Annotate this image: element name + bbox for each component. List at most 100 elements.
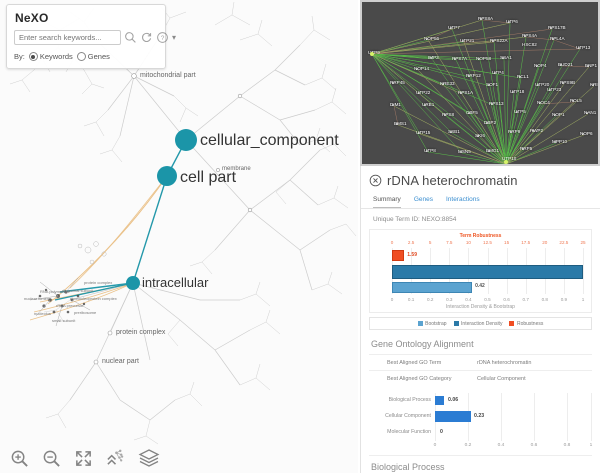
search-by-row[interactable]: By: Keywords Genes — [14, 52, 158, 61]
gene-label[interactable]: UTP20 — [535, 82, 550, 87]
gene-node[interactable] — [418, 92, 421, 95]
gene-label[interactable]: UTP13 — [576, 45, 591, 50]
gene-node[interactable] — [460, 151, 463, 154]
gene-label[interactable]: RPL4A — [550, 36, 565, 41]
node-intracellular[interactable] — [126, 276, 140, 290]
gene-label[interactable]: RPS8 — [442, 112, 455, 117]
gene-node[interactable] — [494, 72, 497, 75]
gene-node[interactable] — [582, 133, 585, 136]
tab-genes[interactable]: Genes — [413, 196, 433, 203]
gene-node[interactable] — [486, 122, 489, 125]
gene-node[interactable] — [468, 75, 471, 78]
gene-node[interactable] — [418, 132, 421, 135]
gene-label[interactable]: SSB1 — [448, 129, 460, 134]
collapse-chevron-icon[interactable]: ▾ — [172, 32, 177, 42]
gene-node[interactable] — [426, 38, 429, 41]
gene-hub-node-utp9[interactable] — [370, 52, 374, 56]
gene-label[interactable]: RRP45 — [390, 80, 405, 85]
gene-node[interactable] — [491, 103, 494, 106]
gene-label[interactable]: DBP2 — [484, 120, 497, 125]
gene-node[interactable] — [392, 82, 395, 85]
gene-label[interactable]: SOF1 — [486, 82, 498, 87]
gene-label[interactable]: IMP3 — [428, 55, 439, 60]
gene-node[interactable] — [502, 57, 505, 60]
ontology-tree-graph[interactable] — [0, 0, 358, 473]
tab-summary[interactable]: Summary — [373, 196, 401, 208]
gene-node[interactable] — [512, 91, 515, 94]
gene-label[interactable]: RCL1 — [517, 74, 529, 79]
collapse-all-icon[interactable] — [106, 449, 125, 468]
gene-node[interactable] — [488, 84, 491, 87]
gene-label[interactable]: KRI1 — [590, 82, 600, 87]
search-icon[interactable] — [124, 31, 137, 44]
gene-node[interactable] — [532, 130, 535, 133]
legend-item-bootstrap[interactable]: Bootstrap — [417, 321, 447, 327]
gene-node[interactable] — [549, 89, 552, 92]
gene-node[interactable] — [522, 148, 525, 151]
bar-bootstrap[interactable] — [392, 282, 473, 293]
gene-node[interactable] — [560, 64, 563, 67]
gene-label[interactable]: RRP12 — [466, 73, 481, 78]
gene-label[interactable]: NOP56 — [424, 36, 440, 41]
gene-node[interactable] — [578, 47, 581, 50]
gene-node[interactable] — [572, 100, 575, 103]
gene-label[interactable]: UTP23 — [547, 87, 562, 92]
ontology-tree-panel[interactable]: cellular_component cell part intracellul… — [0, 0, 358, 473]
gene-node[interactable] — [587, 65, 590, 68]
gene-node[interactable] — [516, 111, 519, 114]
gene-node[interactable] — [554, 114, 557, 117]
bar-robustness[interactable] — [392, 250, 405, 261]
gene-label[interactable]: POL5 — [570, 98, 582, 103]
detail-tabs[interactable]: Summary Genes Interactions — [361, 190, 600, 209]
gene-label[interactable]: RPS13 — [489, 101, 504, 106]
gene-node[interactable] — [492, 40, 495, 43]
gene-node[interactable] — [536, 65, 539, 68]
layers-icon[interactable] — [138, 447, 160, 469]
gene-label[interactable]: CBF5 — [466, 110, 478, 115]
gene-label[interactable]: NOP4 — [534, 63, 547, 68]
node-cellular-component[interactable] — [175, 129, 197, 151]
legend-item-interaction-density[interactable]: Interaction Density — [453, 321, 502, 327]
radio-genes[interactable]: Genes — [76, 52, 110, 61]
gene-label[interactable]: UTP5 — [514, 109, 526, 114]
gene-label[interactable]: BUD21 — [558, 62, 573, 67]
gene-label[interactable]: NOP1 — [552, 112, 565, 117]
gene-node[interactable] — [442, 83, 445, 86]
gene-label[interactable]: UTP18 — [510, 89, 525, 94]
gene-label[interactable]: NOP58 — [476, 56, 492, 61]
gene-label[interactable]: NOP14 — [414, 66, 430, 71]
gene-node[interactable] — [539, 102, 542, 105]
gene-network-panel[interactable]: UTP9 NOP56 UTP7 RPS8A UTP6 RPS17B UTP21 … — [360, 0, 600, 166]
zoom-out-icon[interactable] — [42, 449, 61, 468]
node-cell-part[interactable] — [157, 166, 177, 186]
gene-node[interactable] — [508, 21, 511, 24]
search-panel[interactable]: NeXO ? ▾ By: Keywords — [6, 4, 176, 69]
gene-node[interactable] — [416, 68, 419, 71]
gene-label[interactable]: UTP21 — [460, 38, 475, 43]
gene-hub-node-utp10[interactable] — [504, 160, 508, 164]
zoom-in-icon[interactable] — [10, 449, 29, 468]
gene-node[interactable] — [468, 112, 471, 115]
gene-node[interactable] — [460, 92, 463, 95]
gene-label[interactable]: HSC82 — [522, 42, 537, 47]
gene-node[interactable] — [586, 112, 589, 115]
gene-node[interactable] — [552, 38, 555, 41]
gene-label[interactable]: URB1 — [422, 102, 435, 107]
gene-label[interactable]: RPS17B — [548, 25, 566, 30]
bar-interaction-density[interactable] — [392, 265, 583, 279]
gene-label[interactable]: RPS1A — [458, 90, 474, 95]
gene-node[interactable] — [462, 40, 465, 43]
gene-node[interactable] — [430, 57, 433, 60]
gene-node[interactable] — [537, 84, 540, 87]
gene-node[interactable] — [488, 150, 491, 153]
gene-label[interactable]: MPP10 — [552, 139, 568, 144]
gene-label[interactable]: UTP6 — [506, 19, 518, 24]
gene-node[interactable] — [477, 135, 480, 138]
gene-label[interactable]: EMG1 — [486, 148, 500, 153]
gene-node[interactable] — [450, 131, 453, 134]
reset-icon[interactable] — [140, 31, 153, 44]
search-input[interactable] — [14, 30, 121, 45]
gene-label[interactable]: UTP8 — [424, 148, 436, 153]
gene-node[interactable] — [550, 27, 553, 30]
radio-keywords[interactable]: Keywords — [28, 52, 73, 61]
